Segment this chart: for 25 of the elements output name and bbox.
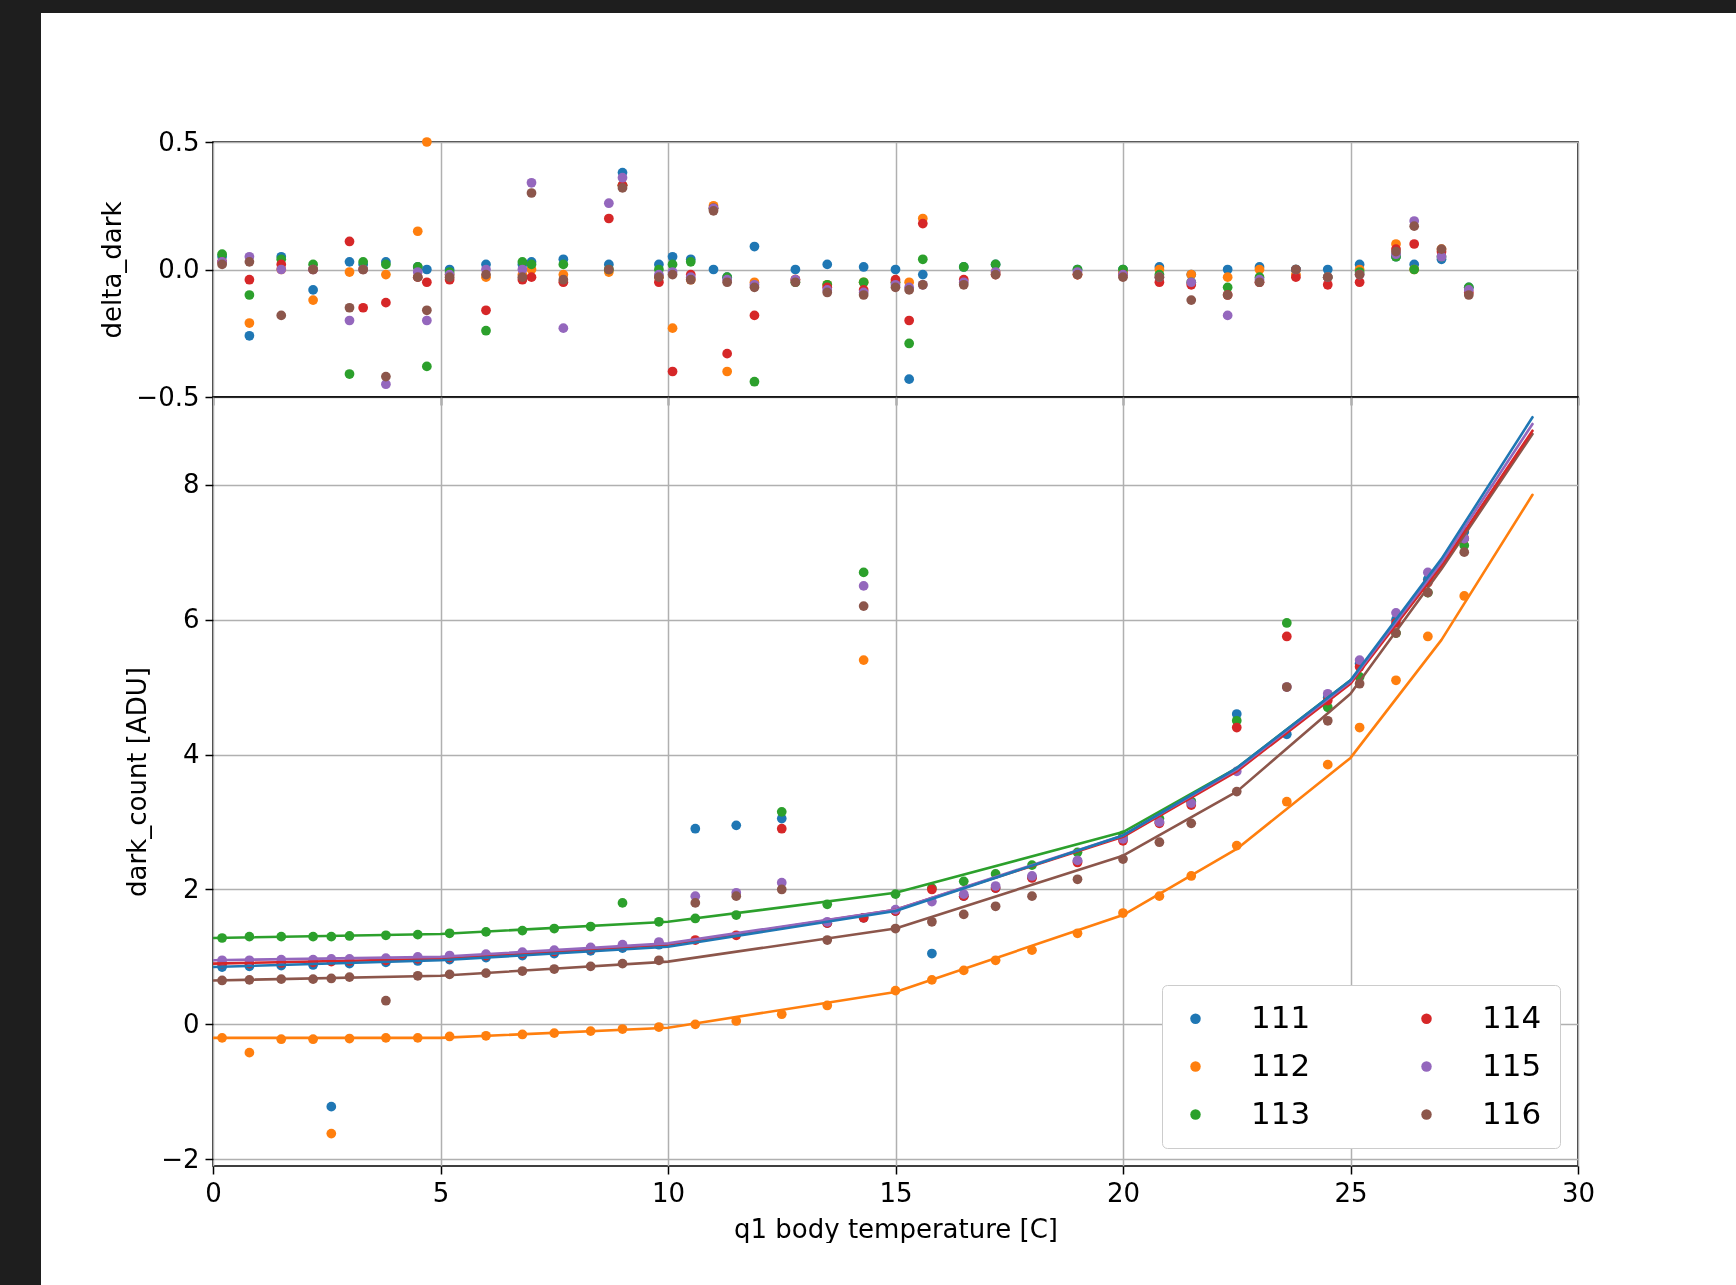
- x-tick-label: 20: [1106, 1177, 1141, 1208]
- y-tick-label: 8: [182, 469, 200, 500]
- x-tick-label: 0: [205, 1177, 222, 1208]
- x-tick-label: 30: [1561, 1177, 1596, 1208]
- legend-label: 113: [1251, 1094, 1311, 1131]
- y-tick-label: 6: [182, 604, 200, 635]
- y-axis-title: delta_dark: [97, 201, 128, 339]
- legend-label: 116: [1482, 1094, 1542, 1131]
- legend-label: 114: [1482, 998, 1542, 1035]
- legend-label: 115: [1482, 1046, 1542, 1083]
- y-tick-label: 4: [182, 739, 200, 770]
- x-tick-label: 15: [879, 1177, 913, 1208]
- y-tick-label: 0.5: [158, 126, 200, 157]
- x-tick-label: 25: [1334, 1177, 1368, 1208]
- y-tick-label: −0.5: [136, 381, 200, 412]
- legend-label: 111: [1251, 998, 1311, 1035]
- y-tick-label: 2: [182, 873, 200, 904]
- y-tick-label: 0.0: [158, 254, 200, 284]
- y-axis-title: dark_count [ADU]: [122, 667, 153, 897]
- x-axis-title: q1 body temperature [C]: [733, 1213, 1059, 1244]
- y-tick-label: 0: [182, 1008, 200, 1039]
- y-tick-label: −2: [161, 1143, 200, 1174]
- x-tick-label: 5: [432, 1177, 450, 1208]
- x-tick-label: 10: [651, 1177, 686, 1208]
- legend-label: 112: [1251, 1046, 1311, 1083]
